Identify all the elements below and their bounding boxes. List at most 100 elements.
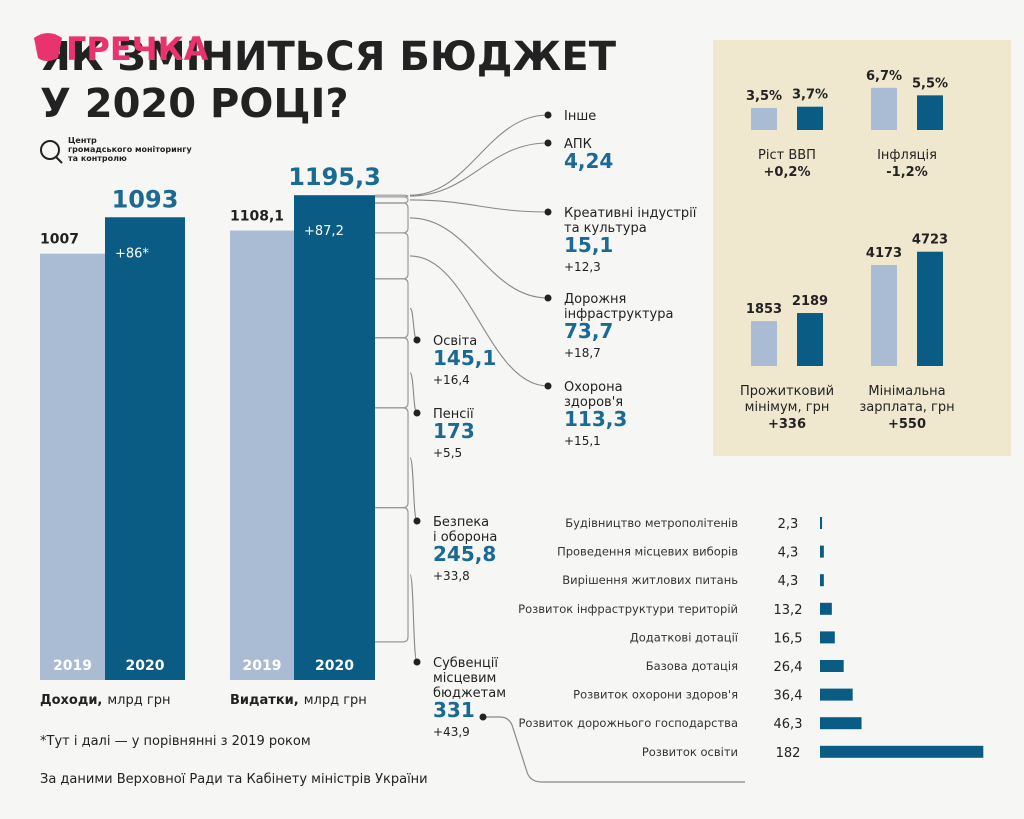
title-line: У 2020 РОЦІ? [40, 81, 349, 127]
category-label: Розвиток дорожнього господарства [518, 716, 738, 730]
org-icon [40, 140, 60, 160]
bar [820, 717, 862, 730]
value-label: 4173 [866, 246, 902, 261]
segment-value: 113,3 [564, 407, 627, 431]
logo-icon [34, 33, 62, 61]
axis-label: Доходи, млрд грн [40, 693, 170, 708]
bar [797, 313, 823, 366]
segment-name: бюджетам [433, 686, 506, 701]
value-label: 36,4 [774, 689, 803, 704]
category-label: 2020 [126, 658, 165, 674]
value-label: 26,4 [774, 660, 803, 675]
annotation: +86* [115, 246, 149, 261]
org-name: громадського моніторингу [68, 144, 192, 154]
bar [820, 688, 853, 701]
bar [820, 745, 984, 758]
logo: ГРЕЧКА [66, 30, 209, 68]
bracket [375, 506, 409, 643]
annotation: +87,2 [304, 224, 344, 239]
category-label: Розвиток охорони здоров'я [573, 688, 738, 702]
bar [751, 107, 777, 130]
segment-value: 173 [433, 419, 475, 443]
category-label: 2019 [53, 658, 92, 674]
value-label: 182 [776, 746, 801, 761]
org-name: та контролю [68, 154, 127, 163]
leader-line [409, 255, 549, 387]
bar [797, 106, 823, 130]
value-label: 1853 [746, 302, 782, 317]
segment-value: 245,8 [433, 542, 496, 566]
segment-change: +18,7 [564, 346, 601, 360]
segment-name: Субвенції [433, 656, 498, 671]
value-label: 2189 [792, 294, 828, 309]
segment-name: і оборона [433, 530, 497, 545]
leader-line [409, 199, 549, 213]
segment-name: інфраструктура [564, 307, 673, 322]
indicator-title: Прожитковий [740, 384, 834, 399]
bar [820, 545, 824, 558]
category-label: Розвиток інфраструктури територій [518, 602, 738, 616]
category-label: 2019 [243, 658, 282, 674]
bar [917, 95, 943, 130]
indicator-title: Мінімальна [868, 384, 945, 399]
segment-change: +12,3 [564, 260, 601, 274]
value-label: 4723 [912, 233, 948, 248]
axis-label-name: Видатки, [230, 693, 299, 708]
segment-change: +33,8 [433, 569, 470, 583]
segment-name: Креативні індустрії [564, 206, 697, 221]
segment-name: Освіта [433, 334, 477, 349]
value-label: 2,3 [778, 517, 799, 532]
footnote: *Тут і далі — у порівнянні з 2019 роком [40, 734, 311, 749]
category-label: Вирішення житлових питань [562, 573, 738, 587]
category-label: Будівництво метрополітенів [565, 516, 738, 530]
segment-name: та культура [564, 221, 647, 236]
category-label: Базова дотація [646, 659, 738, 673]
segment-name: здоров'я [564, 395, 623, 410]
indicator-title: мінімум, грн [745, 400, 830, 415]
dot [544, 111, 552, 119]
dot [479, 713, 487, 721]
dot [413, 409, 421, 417]
value-label: 16,5 [774, 631, 803, 646]
bar [820, 574, 824, 587]
bar [40, 253, 105, 680]
segment-change: +16,4 [433, 373, 470, 387]
bar [105, 217, 185, 680]
title-line: ЯК ЗМІНИТЬСЯ БЮДЖЕТ [40, 34, 617, 80]
leader-line [409, 217, 549, 299]
indicator-title: Інфляція [877, 148, 937, 163]
category-label: 2020 [315, 658, 354, 674]
connector [483, 716, 745, 783]
value-label: 1093 [112, 185, 179, 213]
leader-line [409, 114, 549, 196]
value-label: 4,3 [778, 574, 799, 589]
value-label: 13,2 [774, 603, 803, 618]
org-name: Центр [68, 136, 97, 145]
dot [544, 382, 552, 390]
bar [294, 195, 375, 681]
bar [820, 660, 844, 672]
segment-name: Інше [564, 109, 596, 124]
bar [230, 230, 294, 680]
bar [751, 321, 777, 366]
segment-name: Безпека [433, 515, 489, 530]
segment-name: АПК [564, 137, 592, 152]
value-label: 4,3 [778, 546, 799, 561]
value-label: 1007 [40, 232, 79, 248]
indicator-change: +0,2% [764, 165, 811, 180]
segment-change: +5,5 [433, 446, 462, 460]
segment-name: Дорожня [564, 292, 626, 307]
value-label: 1108,1 [230, 209, 284, 225]
source: За даними Верховної Ради та Кабінету мін… [40, 772, 428, 787]
axis-label-name: Доходи, [40, 693, 102, 708]
axis-label-unit: млрд грн [304, 693, 367, 708]
dot [544, 139, 552, 147]
segment-change: +43,9 [433, 725, 470, 739]
axis-label-unit: млрд грн [107, 693, 170, 708]
segment-name: місцевим [433, 671, 496, 686]
indicator-change: -1,2% [886, 165, 927, 180]
dot [413, 336, 421, 344]
segment-value: 4,24 [564, 149, 613, 173]
indicator-title: зарплата, грн [859, 400, 954, 415]
